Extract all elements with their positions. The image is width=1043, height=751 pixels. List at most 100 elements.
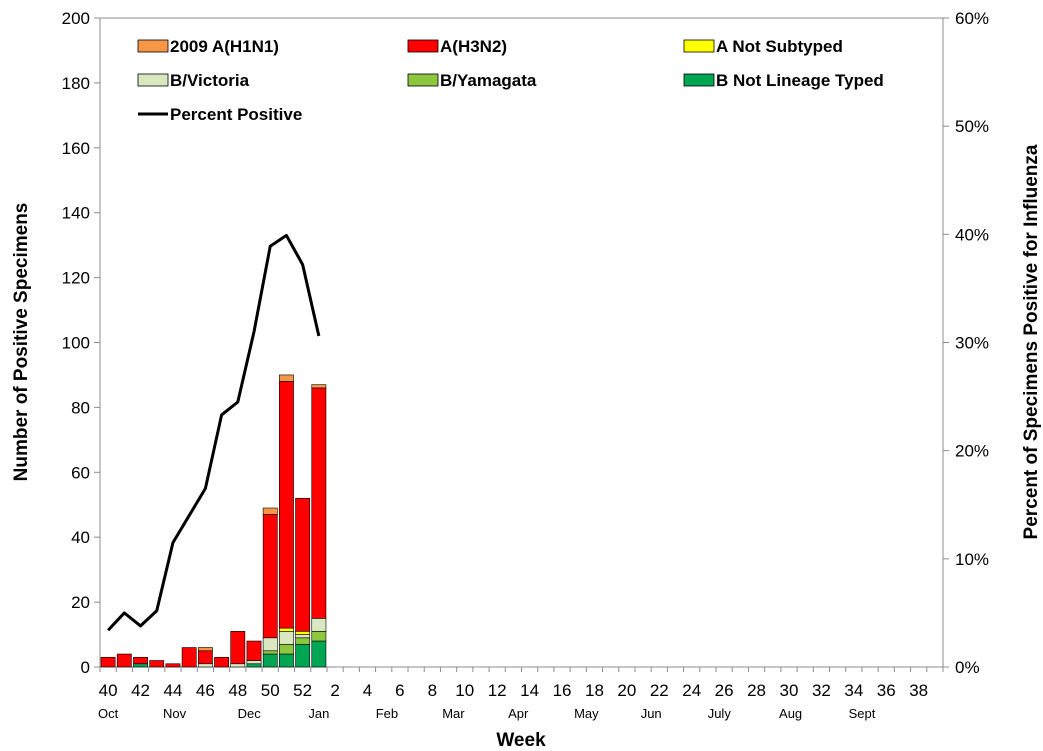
bar-week-50-2009-a-h1n1- xyxy=(262,507,278,515)
legend-label: Percent Positive xyxy=(170,105,302,124)
x-tick-label: 32 xyxy=(812,681,831,700)
y-right-tick-label: 40% xyxy=(955,225,989,244)
percent-positive-line xyxy=(107,233,321,632)
x-tick-label: 26 xyxy=(715,681,734,700)
month-label-jun: Jun xyxy=(641,706,662,721)
bar-week-1-b-victoria xyxy=(311,618,327,632)
month-label-dec: Dec xyxy=(238,706,262,721)
y-axis-title-right: Percent of Specimens Positive for Influe… xyxy=(1021,144,1042,539)
bar-week-49-a-h3n2- xyxy=(246,640,262,661)
legend-label: 2009 A(H1N1) xyxy=(170,37,279,56)
bar-week-48-a-h3n2- xyxy=(230,630,246,665)
x-tick-label: 40 xyxy=(99,681,118,700)
legend-label: A(H3N2) xyxy=(440,37,507,56)
bar-week-1-2009-a-h1n1- xyxy=(311,384,327,389)
x-tick-label: 20 xyxy=(617,681,636,700)
x-tick-label: 46 xyxy=(196,681,215,700)
bar-week-52-b-not-lineage-typed xyxy=(295,643,311,668)
y-left-tick-label: 160 xyxy=(62,139,90,158)
month-label-nov: Nov xyxy=(163,706,187,721)
y-left-tick-label: 0 xyxy=(81,658,90,677)
bar-week-51-b-yamagata xyxy=(279,643,294,655)
month-label-apr: Apr xyxy=(508,706,529,721)
legend-swatch xyxy=(137,39,169,53)
axes-layer: 0 20 40 60 80 100 120 140 160 180 200 0% 10% 20% 30% 40… xyxy=(62,9,989,721)
month-label-oct: Oct xyxy=(98,706,119,721)
y-axis-title-left: Number of Positive Specimens xyxy=(11,203,32,482)
x-tick-label: 14 xyxy=(520,681,539,700)
x-tick-label: 44 xyxy=(163,681,182,700)
legend-label: B Not Lineage Typed xyxy=(716,71,884,90)
y-right-tick-label: 60% xyxy=(955,9,989,28)
bar-week-42-a-h3n2- xyxy=(133,656,148,665)
y-right-tick-label: 20% xyxy=(955,442,989,461)
bar-week-43-a-h3n2- xyxy=(149,660,165,668)
legend-label: B/Yamagata xyxy=(440,71,537,90)
bar-week-41-a-h3n2- xyxy=(116,653,132,668)
x-tick-label: 2 xyxy=(330,681,339,700)
bar-week-47-a-h3n2- xyxy=(214,656,229,668)
bars-layer xyxy=(100,374,327,668)
line-layer xyxy=(107,233,321,632)
bar-week-48-b-victoria xyxy=(230,663,246,668)
y-left-tick-label: 60 xyxy=(71,463,90,482)
y-left-tick-label: 180 xyxy=(62,74,90,93)
bar-week-51-2009-a-h1n1- xyxy=(279,374,294,382)
bar-week-40-a-h3n2- xyxy=(100,656,116,668)
bar-week-49-b-victoria xyxy=(246,660,262,665)
month-label-feb: Feb xyxy=(376,706,398,721)
legend-label: B/Victoria xyxy=(170,71,250,90)
y-left-tick-label: 200 xyxy=(62,9,90,28)
x-tick-label: 50 xyxy=(261,681,280,700)
bar-week-52-b-yamagata xyxy=(295,637,311,645)
bar-week-50-b-not-lineage-typed xyxy=(262,653,278,668)
x-tick-label: 36 xyxy=(877,681,896,700)
bar-week-52-b-victoria xyxy=(295,634,311,639)
bar-week-46-a-h3n2- xyxy=(197,650,213,665)
bar-week-46-b-victoria xyxy=(197,663,213,668)
x-tick-label: 42 xyxy=(131,681,150,700)
bar-week-46-2009-a-h1n1- xyxy=(197,647,213,652)
bar-week-49-b-not-lineage-typed xyxy=(246,663,262,668)
bar-week-51-b-victoria xyxy=(279,630,294,645)
bar-week-51-a-not-subtyped xyxy=(279,627,294,632)
month-label-sept: Sept xyxy=(849,706,876,721)
bar-week-50-b-yamagata xyxy=(262,650,278,655)
month-label-may: May xyxy=(574,706,599,721)
y-right-tick-label: 10% xyxy=(955,550,989,569)
legend-label: A Not Subtyped xyxy=(716,37,843,56)
y-right-tick-label: 30% xyxy=(955,334,989,353)
y-right-tick-label: 0% xyxy=(955,658,980,677)
y-left-tick-label: 80 xyxy=(71,398,90,417)
plot-area xyxy=(99,17,944,668)
legend: 2009 A(H1N1) A(H3N2) A Not Subtyped B/Victo… xyxy=(137,37,884,124)
bar-week-51-a-h3n2- xyxy=(279,381,294,629)
y-right-tick-label: 50% xyxy=(955,117,989,136)
y-left-tick-label: 120 xyxy=(62,269,90,288)
bar-week-1-b-yamagata xyxy=(311,630,327,642)
x-tick-label: 38 xyxy=(909,681,928,700)
x-tick-label: 10 xyxy=(455,681,474,700)
bar-week-52-a-not-subtyped xyxy=(295,630,311,635)
bar-week-50-a-h3n2- xyxy=(262,514,278,639)
y-left-tick-label: 40 xyxy=(71,528,90,547)
x-tick-label: 12 xyxy=(488,681,507,700)
bar-week-45-a-h3n2- xyxy=(181,647,197,668)
bar-week-1-b-not-lineage-typed xyxy=(311,640,327,668)
bar-week-44-a-h3n2- xyxy=(165,663,181,668)
x-tick-label: 48 xyxy=(228,681,247,700)
legend-swatch xyxy=(407,73,439,87)
y-left-tick-label: 140 xyxy=(62,204,90,223)
legend-swatch xyxy=(683,39,715,53)
bar-week-52-a-h3n2- xyxy=(295,497,311,632)
bar-week-42-b-not-lineage-typed xyxy=(133,663,148,668)
x-tick-label: 18 xyxy=(585,681,604,700)
month-label-jan: Jan xyxy=(308,706,329,721)
month-label-aug: Aug xyxy=(779,706,802,721)
x-tick-label: 28 xyxy=(747,681,766,700)
x-tick-label: 34 xyxy=(844,681,863,700)
month-label-july: July xyxy=(708,706,732,721)
y-left-tick-label: 100 xyxy=(62,334,90,353)
bar-week-1-a-h3n2- xyxy=(311,387,327,619)
